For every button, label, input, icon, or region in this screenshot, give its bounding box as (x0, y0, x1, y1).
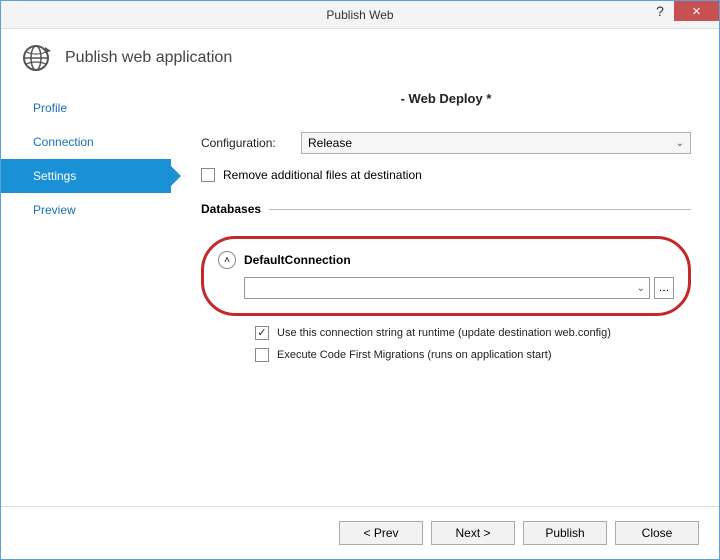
dialog-footer: < Prev Next > Publish Close (1, 506, 719, 559)
databases-title: Databases (201, 202, 261, 216)
sidebar-item-connection[interactable]: Connection (1, 125, 171, 159)
next-button[interactable]: Next > (431, 521, 515, 545)
chevron-down-icon: ⌄ (637, 283, 645, 294)
connection-string-browse-button[interactable]: … (654, 277, 674, 299)
prev-button[interactable]: < Prev (339, 521, 423, 545)
deploy-method-title: - Web Deploy * (201, 91, 691, 106)
use-connection-checkbox[interactable] (255, 326, 269, 340)
window-controls: ? × (646, 1, 719, 21)
remove-files-label: Remove additional files at destination (223, 168, 422, 182)
publish-button[interactable]: Publish (523, 521, 607, 545)
sidebar-item-settings[interactable]: Settings (1, 159, 171, 193)
help-button[interactable]: ? (646, 1, 674, 21)
configuration-value: Release (308, 136, 352, 150)
exec-migrations-row: Execute Code First Migrations (runs on a… (255, 348, 691, 362)
wizard-sidebar: Profile Connection Settings Preview (1, 91, 171, 362)
settings-panel: - Web Deploy * Configuration: Release ⌄ … (171, 91, 719, 362)
close-button[interactable]: Close (615, 521, 699, 545)
execute-migrations-label: Execute Code First Migrations (runs on a… (277, 349, 552, 361)
connection-string-row: ⌄ … (218, 277, 674, 299)
highlight-annotation: ˄ DefaultConnection ⌄ … (201, 236, 691, 316)
window-title: Publish Web (326, 8, 393, 22)
connection-header: ˄ DefaultConnection (218, 251, 674, 269)
sidebar-item-profile[interactable]: Profile (1, 91, 171, 125)
databases-section-header: Databases (201, 202, 691, 216)
main-area: Profile Connection Settings Preview - We… (1, 91, 719, 362)
chevron-up-icon: ˄ (224, 255, 230, 266)
chevron-down-icon: ⌄ (676, 138, 684, 149)
remove-files-row: Remove additional files at destination (201, 168, 691, 182)
configuration-label: Configuration: (201, 136, 291, 150)
connection-string-combobox[interactable]: ⌄ (244, 277, 650, 299)
configuration-row: Configuration: Release ⌄ (201, 132, 691, 154)
close-window-button[interactable]: × (674, 1, 719, 21)
dialog-header: Publish web application (1, 29, 719, 91)
globe-icon (21, 43, 51, 73)
use-conn-row: Use this connection string at runtime (u… (255, 326, 691, 340)
titlebar: Publish Web ? × (1, 1, 719, 29)
sidebar-item-preview[interactable]: Preview (1, 193, 171, 227)
configuration-select[interactable]: Release ⌄ (301, 132, 691, 154)
execute-migrations-checkbox[interactable] (255, 348, 269, 362)
connection-name: DefaultConnection (244, 253, 351, 267)
section-divider (269, 209, 691, 210)
use-connection-label: Use this connection string at runtime (u… (277, 327, 611, 339)
dialog-subtitle: Publish web application (65, 49, 232, 67)
collapse-toggle[interactable]: ˄ (218, 251, 236, 269)
remove-files-checkbox[interactable] (201, 168, 215, 182)
